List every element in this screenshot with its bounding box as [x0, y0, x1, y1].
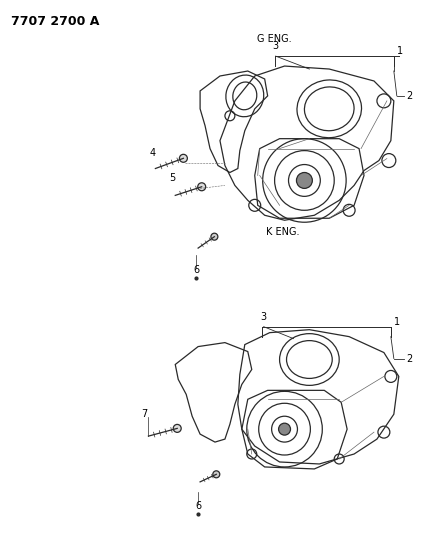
Circle shape	[198, 183, 205, 191]
Text: 4: 4	[149, 148, 155, 158]
Circle shape	[179, 155, 187, 162]
Text: 2: 2	[407, 353, 413, 364]
Text: K ENG.: K ENG.	[266, 227, 299, 237]
Text: 7707 2700 A: 7707 2700 A	[11, 15, 100, 28]
Text: 2: 2	[407, 91, 413, 101]
Circle shape	[173, 424, 181, 432]
Circle shape	[211, 233, 218, 240]
Text: 7: 7	[141, 409, 148, 419]
Text: 1: 1	[397, 46, 403, 56]
Text: 5: 5	[169, 173, 175, 183]
Text: 3: 3	[272, 41, 279, 51]
Text: 3: 3	[260, 312, 267, 322]
Circle shape	[296, 173, 312, 188]
Text: G ENG.: G ENG.	[257, 34, 292, 44]
Circle shape	[213, 471, 220, 478]
Text: 6: 6	[195, 500, 201, 511]
Text: 6: 6	[193, 265, 199, 275]
Text: 1: 1	[394, 317, 400, 327]
Circle shape	[278, 423, 290, 435]
